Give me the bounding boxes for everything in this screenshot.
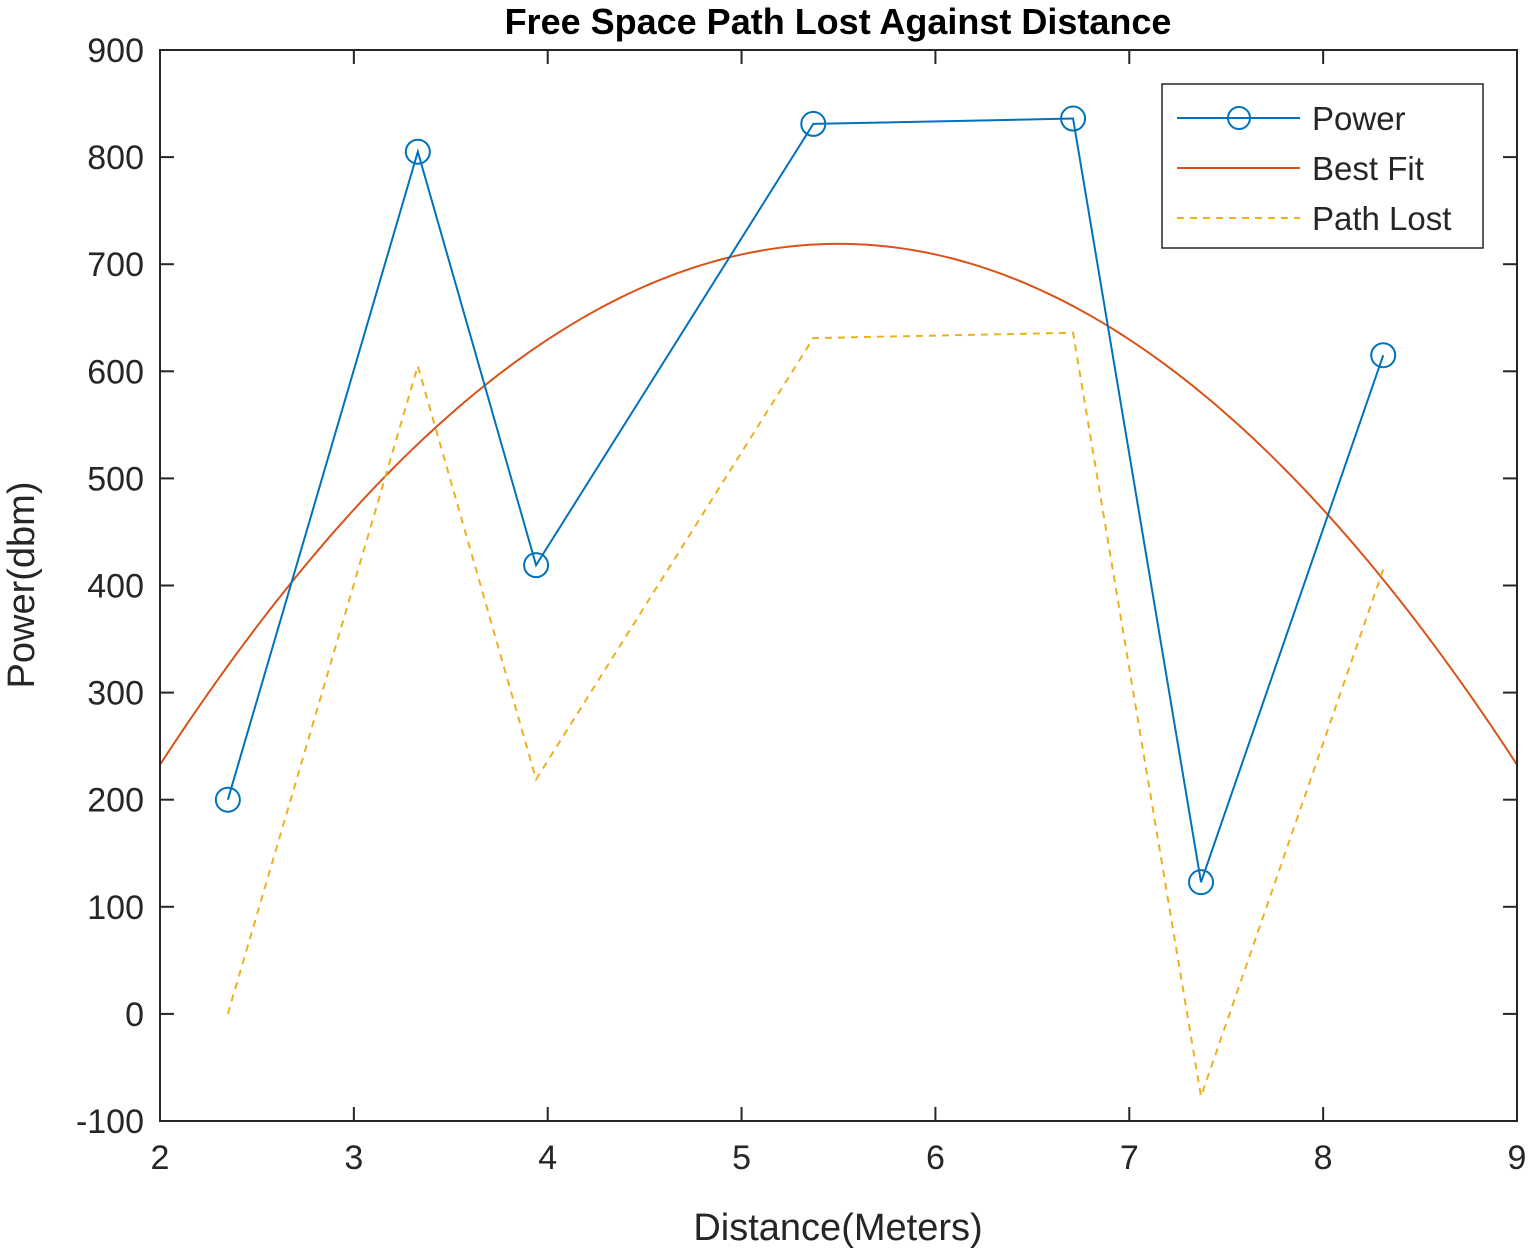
series-layer — [160, 105, 1517, 1097]
y-tick-label: 900 — [87, 32, 144, 70]
legend-label-power: Power — [1312, 100, 1406, 137]
chart-title: Free Space Path Lost Against Distance — [505, 1, 1172, 42]
power-point — [1188, 869, 1215, 896]
y-axis-label: Power(dbm) — [1, 482, 43, 689]
power-point — [1370, 342, 1397, 369]
y-tick-label: 200 — [87, 782, 144, 820]
series-power-line — [226, 117, 1385, 883]
series-best-fit-line — [160, 242, 1517, 766]
series-path-lost-line — [226, 331, 1385, 1097]
x-tick-label: 2 — [151, 1139, 170, 1177]
legend-label-best-fit: Best Fit — [1312, 150, 1424, 187]
x-tick-label: 7 — [1120, 1139, 1139, 1177]
power-point — [523, 552, 550, 579]
y-tick-label: 0 — [125, 996, 144, 1034]
x-tick-label: 8 — [1314, 1139, 1333, 1177]
y-tick-label: -100 — [76, 1103, 144, 1141]
x-tick-label: 5 — [732, 1139, 751, 1177]
legend: Power Best Fit Path Lost — [1161, 83, 1484, 249]
y-tick-label: 700 — [87, 246, 144, 284]
y-tick-label: 100 — [87, 889, 144, 927]
y-tick-label: 300 — [87, 675, 144, 713]
power-point — [404, 138, 431, 165]
x-tick-label: 9 — [1508, 1139, 1527, 1177]
power-point — [214, 786, 241, 813]
x-axis-label: Distance(Meters) — [693, 1207, 982, 1249]
y-tick-label: 600 — [87, 353, 144, 391]
power-point — [1060, 105, 1087, 132]
x-tick-label: 3 — [344, 1139, 363, 1177]
legend-marker-power — [1227, 106, 1251, 130]
legend-box — [1161, 83, 1484, 249]
y-tick-label: 500 — [87, 460, 144, 498]
legend-label-path-lost: Path Lost — [1312, 200, 1451, 237]
y-tick-label: 800 — [87, 139, 144, 177]
power-point — [800, 110, 827, 137]
ticks-layer: 2 3 4 5 6 7 8 9 -100 0 100 200 300 400 500 600 700 800 900 — [76, 32, 1527, 1177]
x-tick-label: 4 — [538, 1139, 557, 1177]
y-tick-label: 400 — [87, 568, 144, 606]
x-tick-label: 6 — [926, 1139, 945, 1177]
